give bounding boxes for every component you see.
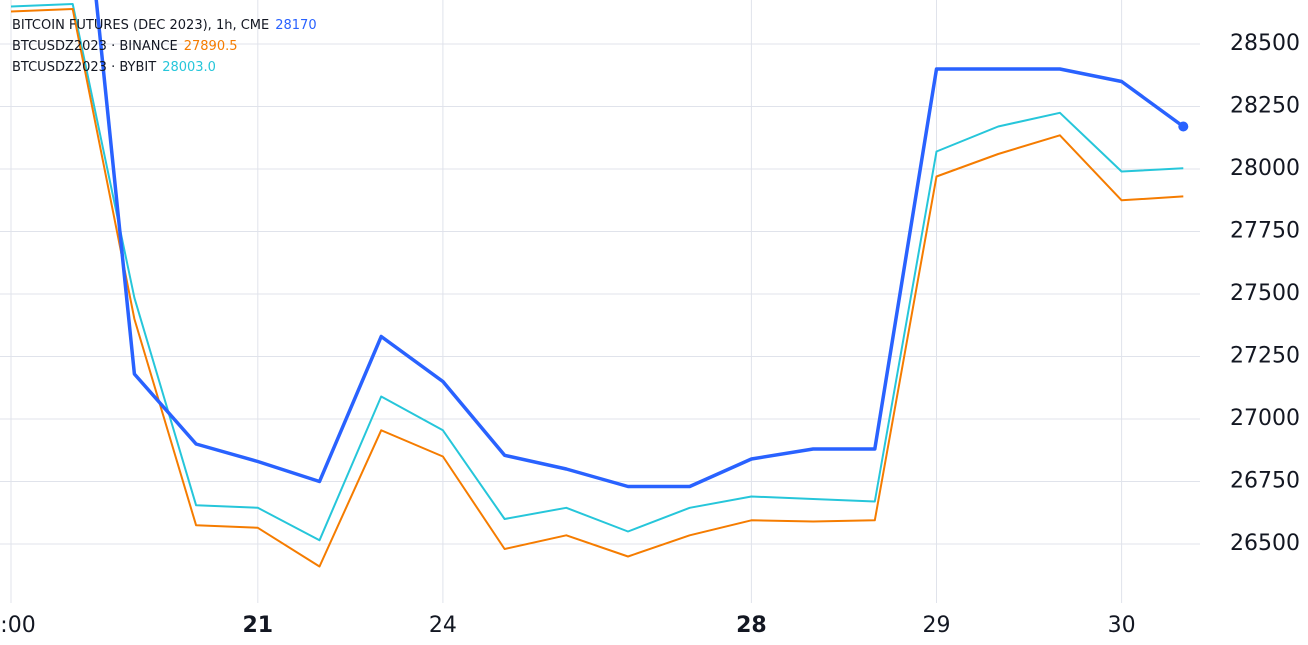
x-tick-label: 5:00 [0,613,36,638]
legend-value: 28170 [275,18,316,33]
y-tick-label: 28500 [1230,31,1300,56]
legend-entry: BITCOIN FUTURES (DEC 2023), 1h, CME 28170 [12,18,317,33]
x-tick-label: 29 [923,613,951,638]
y-tick-label: 27500 [1230,281,1300,306]
plot-area [10,0,1189,568]
y-tick-label: 26750 [1230,469,1300,494]
legend-value: 27890.5 [184,39,238,54]
legend: BITCOIN FUTURES (DEC 2023), 1h, CME 28170… [12,18,317,75]
series-line [10,3,1184,542]
last-point [1178,121,1189,132]
x-tick-label: 21 [242,613,273,638]
y-tick-label: 27750 [1230,219,1300,244]
y-tick-label: 26500 [1230,531,1300,556]
y-tick-label: 28250 [1230,94,1300,119]
y-tick-label: 27250 [1230,344,1300,369]
legend-name: BTCUSDZ2023 · BINANCE [12,39,178,54]
axes: 26500 26750 27000 27250 27500 27750 28000 28250… [0,31,1300,638]
x-tick-label: 24 [429,613,457,638]
y-tick-label: 28000 [1230,156,1300,181]
legend-entry: BTCUSDZ2023 · BINANCE 27890.5 [12,39,238,54]
series-line [10,8,1184,568]
x-tick-label: 28 [736,613,767,638]
y-tick-label: 27000 [1230,406,1300,431]
legend-name: BITCOIN FUTURES (DEC 2023), 1h, CME [12,18,269,33]
x-tick-label: 30 [1108,613,1136,638]
legend-entry: BTCUSDZ2023 · BYBIT 28003.0 [12,60,216,75]
grid [0,0,1200,603]
series-line [94,0,1185,489]
legend-name: BTCUSDZ2023 · BYBIT [12,60,156,75]
legend-value: 28003.0 [162,60,216,75]
